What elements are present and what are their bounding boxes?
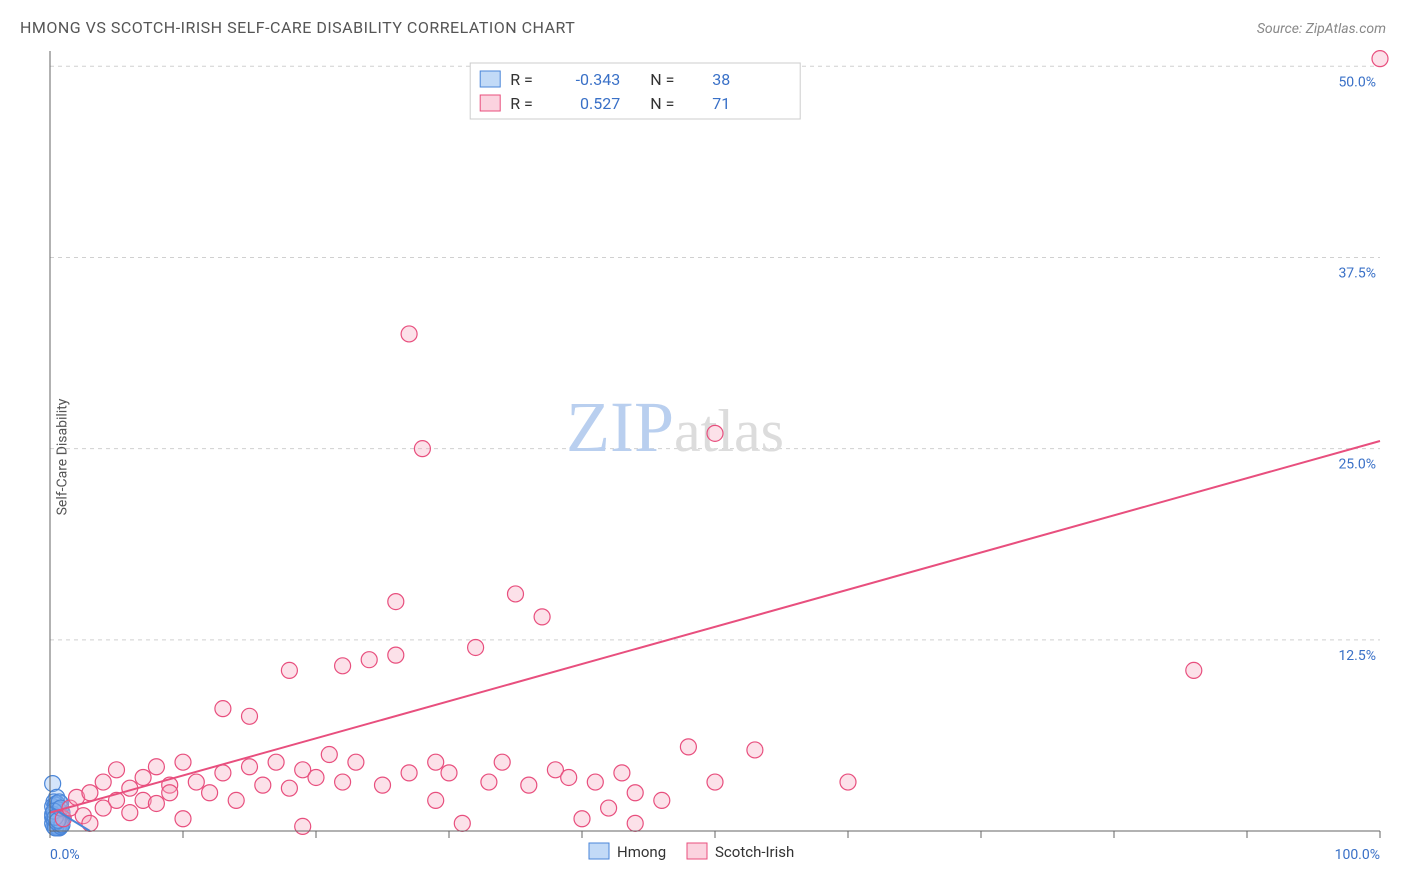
scatter-point [614,765,630,781]
scatter-point [534,609,550,625]
legend-N-value: 71 [712,94,730,113]
scatter-point [335,658,351,674]
scatter-point [707,425,723,441]
y-tick-label: 50.0% [1338,74,1376,90]
scatter-point [441,765,457,781]
scatter-point [840,774,856,790]
legend-swatch [687,843,707,859]
scatter-point [1372,51,1388,67]
scatter-point [627,815,643,831]
scatter-point [361,652,377,668]
scatter-point [561,769,577,785]
scatter-point [202,785,218,801]
scatter-point [468,639,484,655]
x-tick-label: 0.0% [50,847,80,863]
legend-swatch [480,71,500,87]
scatter-point [747,742,763,758]
scatter-point [148,759,164,775]
legend-swatch [480,95,500,111]
scatter-point [401,326,417,342]
scatter-point [454,815,470,831]
scatter-point [375,777,391,793]
scatter-point [215,765,231,781]
scatter-point [308,769,324,785]
y-tick-label: 37.5% [1338,265,1376,281]
scatter-point [627,785,643,801]
legend-R-label: R = [510,70,533,89]
y-tick-label: 12.5% [1338,648,1376,664]
scatter-point [255,777,271,793]
scatter-point [82,815,98,831]
scatter-point [82,785,98,801]
scatter-point [109,762,125,778]
scatter-point [401,765,417,781]
scatter-point [680,739,696,755]
scatter-point [175,754,191,770]
scatter-point [242,759,258,775]
legend-N-value: 38 [712,70,730,89]
scatter-point [281,662,297,678]
scatter-point [494,754,510,770]
watermark: ZIPatlas [566,387,784,467]
scatter-point [122,805,138,821]
scatter-point [148,795,164,811]
scatter-point [335,774,351,790]
scatter-point [95,774,111,790]
scatter-point [135,769,151,785]
source-label: Source: ZipAtlas.com [1257,21,1386,37]
chart-container: Self-Care Disability ZIPatlas 0.0% 100.0% 1… [0,41,1406,873]
scatter-point [508,586,524,602]
scatter-point [268,754,284,770]
scatter-point [428,792,444,808]
scatter-point [388,594,404,610]
scatter-point [162,785,178,801]
chart-title: HMONG VS SCOTCH-IRISH SELF-CARE DISABILI… [20,18,575,37]
series-legend: Hmong Scotch-Irish [589,843,794,861]
scatter-point [601,800,617,816]
x-tick-label: 100.0% [1335,847,1380,863]
scatter-point [481,774,497,790]
legend-N-label: N = [650,94,674,113]
scatter-point [175,811,191,827]
legend-R-label: R = [510,94,533,113]
scatter-point [1186,662,1202,678]
legend-R-value: -0.343 [576,70,621,89]
scatter-point [295,818,311,834]
y-axis-label: Self-Care Disability [54,399,70,516]
y-tick-label: 25.0% [1338,457,1376,473]
scatter-point [414,441,430,457]
scatter-point [521,777,537,793]
scatter-point [428,754,444,770]
scatter-chart: ZIPatlas 0.0% 100.0% 12.5% 25.0% 37.5% 50.0% R … [0,41,1406,873]
legend-R-value: 0.527 [580,94,620,113]
scatter-point [215,701,231,717]
scatter-point [321,747,337,763]
scatter-point [587,774,603,790]
scatter-point [281,780,297,796]
scatter-point [388,647,404,663]
scatter-point [707,774,723,790]
legend-swatch [589,843,609,859]
legend-series-label: Hmong [617,843,666,861]
scatter-point [348,754,364,770]
scatter-point [188,774,204,790]
scatter-point [574,811,590,827]
scatter-point [228,792,244,808]
trend-line [50,441,1380,813]
scatter-point [242,708,258,724]
legend-series-label: Scotch-Irish [715,843,794,861]
legend-N-label: N = [650,70,674,89]
scatter-point [654,792,670,808]
